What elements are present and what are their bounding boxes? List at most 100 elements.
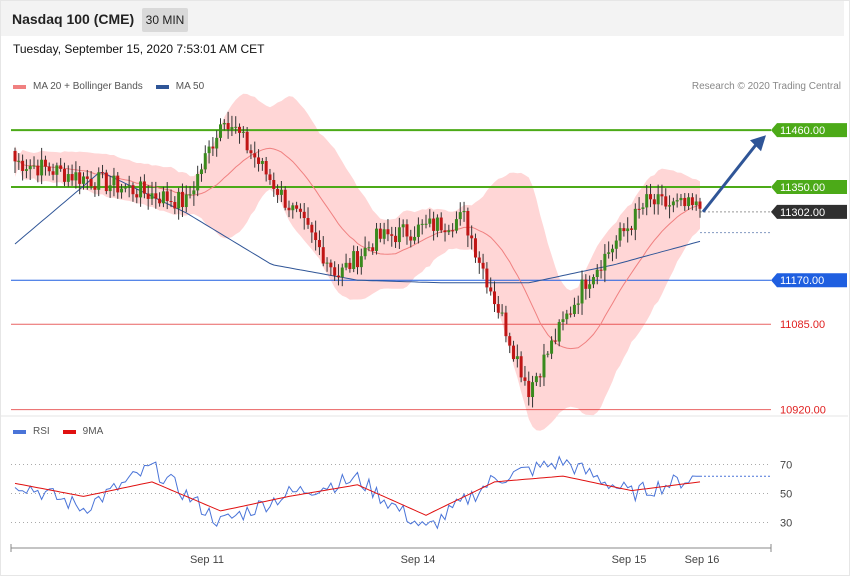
candle-body — [169, 201, 173, 203]
level-tag-text-11350.00: 11350.00 — [780, 182, 825, 194]
x-tick-Sep 14: Sep 14 — [401, 554, 436, 566]
candle-body — [177, 191, 181, 209]
candle-body — [458, 212, 462, 220]
candle-body — [378, 228, 382, 239]
candle-body — [28, 165, 32, 170]
candle-body — [47, 166, 51, 172]
level-tag-11460.00 — [771, 123, 847, 138]
candle-body — [595, 269, 599, 277]
instrument-title: Nasdaq 100 (CME) — [12, 11, 135, 27]
candle-body — [561, 319, 565, 323]
legend-item-ma20: MA 20 + Bollinger Bands — [13, 81, 143, 92]
candle-body — [199, 169, 203, 175]
candle-body — [401, 224, 405, 228]
candle-body — [671, 201, 675, 206]
level-tag-11170.00 — [771, 273, 847, 288]
candle-body — [416, 224, 420, 237]
candle-body — [317, 240, 321, 248]
candle-body — [489, 287, 493, 292]
candle-body — [645, 194, 649, 208]
candle-body — [542, 354, 546, 378]
candle-body — [409, 236, 413, 241]
candle-body — [630, 228, 633, 230]
legend-swatch-ma50 — [155, 84, 169, 89]
candle-body — [352, 251, 356, 269]
candle-body — [610, 248, 614, 253]
candle-body — [314, 232, 318, 241]
rsi-tick-50: 50 — [780, 489, 792, 501]
candle-body — [394, 235, 398, 243]
candle-body — [93, 186, 97, 190]
candle-body — [500, 312, 504, 314]
candle-body — [192, 190, 196, 195]
candle-body — [359, 256, 363, 268]
candle-body — [329, 262, 333, 268]
level-tag-text-11460.00: 11460.00 — [780, 125, 825, 137]
candle-body — [13, 150, 17, 162]
candle-body — [142, 181, 146, 194]
candle-body — [432, 218, 436, 231]
candle-body — [245, 131, 249, 151]
candle-body — [576, 303, 580, 305]
candle-body — [553, 340, 557, 342]
candle-body — [253, 153, 257, 158]
candle-body — [565, 313, 569, 320]
candle-body — [420, 223, 424, 225]
legend-label-9ma: 9MA — [82, 426, 104, 437]
chart-header: Nasdaq 100 (CME) 30 MIN — [1, 1, 844, 36]
candle-body — [348, 262, 352, 269]
candle-body — [626, 228, 630, 232]
candle-body — [222, 123, 226, 125]
candle-body — [74, 172, 78, 181]
candle-body — [557, 322, 561, 342]
price-pane: 11460.00 11350.00 11302.00 11170.00 11085.00… — [11, 93, 847, 431]
candle-body — [184, 194, 188, 208]
candle-body — [435, 217, 439, 231]
x-tick-Sep 15: Sep 15 — [612, 554, 647, 566]
candle-body — [158, 198, 162, 204]
x-axis: Sep 11 Sep 14 Sep 15 Sep 16 — [10, 544, 772, 566]
candle-body — [493, 291, 496, 305]
candle-body — [302, 211, 306, 219]
candle-body — [481, 262, 485, 269]
level-label-11085.00: 11085.00 — [780, 319, 825, 331]
legend-label-ma20: MA 20 + Bollinger Bands — [33, 81, 143, 92]
candle-body — [424, 223, 428, 225]
timestamp: Tuesday, September 15, 2020 7:53:01 AM C… — [13, 42, 265, 56]
candle-body — [466, 210, 470, 236]
candle-body — [268, 174, 272, 180]
timeframe-button[interactable]: 30 MIN — [142, 8, 188, 32]
candle-body — [139, 181, 143, 198]
candle-body — [382, 229, 386, 239]
candle-body — [165, 191, 169, 202]
candle-body — [59, 165, 63, 169]
candle-body — [614, 240, 618, 249]
candle-body — [238, 126, 242, 133]
legend-item-9ma: 9MA — [62, 426, 104, 437]
candle-body — [196, 174, 200, 191]
candle-body — [496, 304, 500, 313]
candle-body — [687, 197, 691, 207]
legend-label-rsi: RSI — [33, 426, 50, 437]
candle-body — [356, 251, 359, 268]
candle-body — [679, 197, 683, 201]
candle-body — [386, 229, 390, 235]
candle-body — [652, 199, 656, 205]
candle-body — [66, 174, 70, 182]
candle-body — [664, 196, 668, 207]
candle-body — [21, 160, 25, 171]
candle-body — [550, 340, 554, 354]
x-tick-Sep 11: Sep 11 — [190, 554, 224, 566]
rsi-legend: RSI 9MA — [13, 426, 116, 437]
candle-body — [371, 247, 375, 251]
candle-body — [131, 185, 135, 195]
candle-body — [512, 345, 516, 360]
candle-body — [660, 194, 664, 197]
candle-body — [637, 208, 641, 210]
candle-body — [112, 175, 116, 186]
candle-body — [32, 165, 36, 167]
candle-body — [24, 169, 28, 171]
candle-body — [599, 269, 603, 271]
candle-body — [291, 205, 295, 211]
